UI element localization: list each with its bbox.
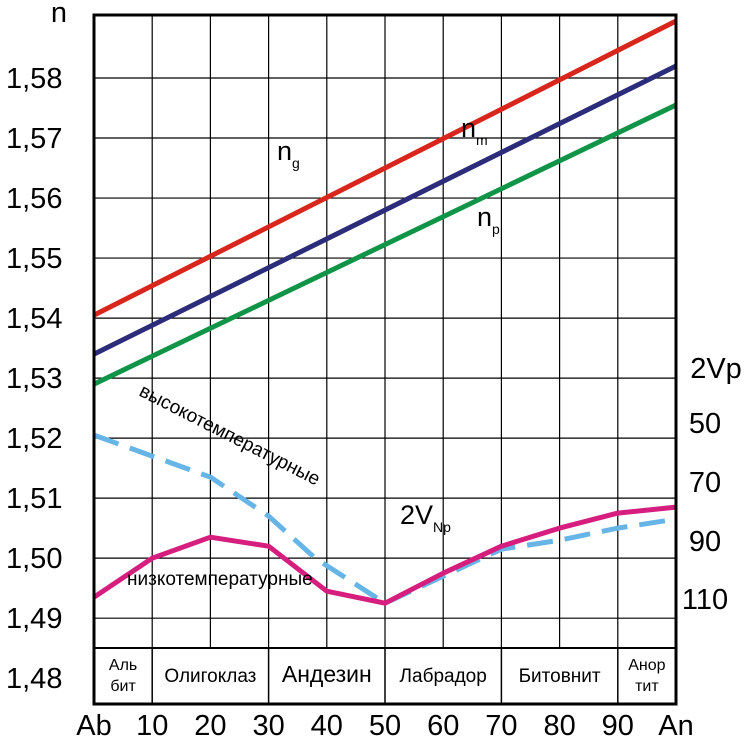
mineral-name: Битовнит bbox=[519, 666, 601, 687]
x-tick-label: 40 bbox=[311, 710, 343, 740]
mineral-name-cont: тит bbox=[635, 678, 659, 695]
mineral-name-cont: бит bbox=[110, 678, 136, 695]
x-tick-label: Ab bbox=[76, 710, 111, 740]
right-tick-label: 90 bbox=[689, 526, 721, 558]
right-tick-label: 110 bbox=[682, 584, 728, 616]
right-axis-title: 2Vp bbox=[690, 353, 742, 385]
curve-label-low: низкотемпературные bbox=[127, 569, 313, 590]
mineral-name: Лабрадор bbox=[400, 666, 487, 687]
y-axis-title: n bbox=[51, 0, 67, 29]
y-tick-label: 1,57 bbox=[6, 123, 62, 155]
y-tick-labels: 1,58 1,57 1,56 1,55 1,54 1,53 1,52 1,51 1,50 1,49… bbox=[6, 63, 62, 695]
x-tick-label: An bbox=[658, 710, 693, 740]
y-tick-label: 1,52 bbox=[6, 423, 62, 455]
y-tick-label: 1,58 bbox=[6, 63, 62, 95]
x-tick-label: 80 bbox=[543, 710, 575, 740]
right-tick-label: 50 bbox=[689, 408, 721, 440]
series-layer bbox=[92, 18, 678, 606]
mineral-name: Андезин bbox=[282, 661, 372, 687]
curve-label-high: высокотемпературные bbox=[136, 381, 324, 490]
series-label-np: np bbox=[477, 202, 500, 237]
mineral-name: Аль bbox=[109, 657, 137, 674]
plot-frame bbox=[92, 13, 678, 706]
series-line-nm bbox=[92, 63, 678, 357]
x-tick-label: 30 bbox=[252, 710, 284, 740]
y-tick-label: 1,55 bbox=[6, 243, 62, 275]
series-line-ng bbox=[92, 18, 678, 318]
y-tick-label: 1,50 bbox=[6, 543, 62, 575]
x-tick-label: 20 bbox=[194, 710, 226, 740]
y-tick-label: 1,56 bbox=[6, 183, 62, 215]
series-line-np bbox=[92, 102, 678, 387]
series-label-ng: ng bbox=[277, 136, 300, 171]
series-label-nm: nm bbox=[461, 113, 488, 148]
series-line-low bbox=[92, 504, 677, 606]
y-tick-label: 1,49 bbox=[6, 603, 62, 635]
y-tick-label: 1,53 bbox=[6, 363, 62, 395]
x-tick-label: 70 bbox=[485, 710, 517, 740]
series-line-high bbox=[93, 432, 677, 606]
mineral-name: Олигоклаз bbox=[164, 666, 256, 687]
x-tick-label: 60 bbox=[427, 710, 459, 740]
x-tick-label: 50 bbox=[369, 710, 401, 740]
two-v-label: 2VNp bbox=[400, 500, 451, 535]
right-tick-label: 70 bbox=[689, 467, 721, 499]
y-tick-label: 1,48 bbox=[6, 663, 62, 695]
y-tick-label: 1,54 bbox=[6, 303, 62, 335]
x-tick-label: 90 bbox=[602, 710, 634, 740]
x-tick-label: 10 bbox=[136, 710, 168, 740]
y-tick-label: 1,51 bbox=[6, 483, 62, 515]
mineral-strip: Аль бит Олигоклаз Андезин Лабрадор Битовнит Ан… bbox=[93, 647, 677, 705]
x-tick-labels: Ab 10 20 30 40 50 60 70 80 90 An bbox=[76, 710, 693, 740]
right-tick-labels: 50 70 90 110 bbox=[682, 408, 728, 616]
mineral-name: Анор bbox=[628, 657, 665, 674]
